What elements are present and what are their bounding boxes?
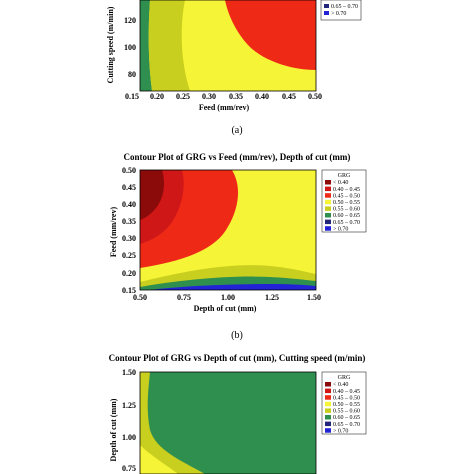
y-tick-b-0.35: 0.35: [122, 217, 136, 226]
legend-swatch: [325, 186, 331, 192]
panel-c: Contour Plot of GRG vs Depth of cut (mm)…: [109, 353, 367, 474]
legend-a-swatch-2: [324, 11, 329, 15]
legend-label: 0.55 – 0.60: [333, 409, 360, 415]
chart-title-c: Contour Plot of GRG vs Depth of cut (mm)…: [109, 353, 366, 363]
x-tick-a-0.40: 0.40: [255, 92, 269, 101]
legend-label: 0.60 – 0.65: [333, 213, 360, 219]
x-tick-a-0.20: 0.20: [150, 92, 164, 101]
y-tick-c-1.00: 1.00: [122, 433, 136, 442]
legend-swatch: [325, 206, 331, 211]
legend-swatch: [325, 213, 331, 218]
legend-label: > 0.70: [333, 226, 348, 232]
y-tick-b-0.20: 0.20: [122, 269, 136, 278]
legend-label: > 0.70: [333, 428, 348, 434]
legend-box-a: [320, 0, 362, 21]
chart-title-b: Contour Plot of GRG vs Feed (mm/rev), De…: [124, 152, 351, 162]
legend-swatch: [325, 421, 331, 427]
legend-swatch: [325, 226, 331, 231]
legend-label: 0.40 – 0.45: [333, 389, 360, 395]
legend-label: 0.50 – 0.55: [333, 402, 360, 408]
legend-label: 0.65 – 0.70: [333, 422, 360, 428]
y-axis-label-c: Depth of cut (mm): [109, 398, 118, 461]
x-tick-a-0.25: 0.25: [176, 92, 190, 101]
legend-label: 0.65 – 0.70: [333, 220, 360, 226]
x-axis-label-b: Depth of cut (mm): [194, 304, 257, 313]
legend-a-label-2: > 0.70: [331, 11, 346, 17]
legend-b: GRG < 0.400.40 – 0.450.45 – 0.500.50 – 0…: [321, 169, 367, 232]
y-tick-a-120: 120: [124, 16, 136, 25]
contour-area-c: [140, 372, 316, 474]
x-tick-b-1.00: 1.00: [221, 293, 235, 302]
x-tick-a-0.45: 0.45: [282, 92, 296, 101]
legend-swatch: [325, 415, 331, 420]
x-tick-a-0.50: 0.50: [308, 92, 322, 101]
contour-area-a: [140, 0, 316, 91]
caption-a: (a): [231, 125, 242, 136]
legend-swatch: [325, 388, 331, 394]
legend-label: < 0.40: [333, 382, 348, 388]
legend-label: 0.45 – 0.50: [333, 395, 360, 401]
contour-area-b: [140, 170, 316, 290]
plot-frame-c: [139, 371, 317, 474]
region-a-olive: [148, 0, 190, 91]
y-tick-c-0.75: 0.75: [122, 464, 136, 473]
region-a-green: [140, 0, 152, 91]
region-b-lt040: [140, 170, 164, 220]
caption-b: (b): [231, 330, 243, 341]
legend-label: 0.55 – 0.60: [333, 207, 360, 213]
legend-label: < 0.40: [333, 180, 348, 186]
y-tick-b-0.30: 0.30: [122, 234, 136, 243]
legend-label: 0.50 – 0.55: [333, 200, 360, 206]
x-tick-b-1.25: 1.25: [265, 293, 279, 302]
legend-swatch: [325, 401, 331, 407]
x-tick-b-0.75: 0.75: [177, 293, 191, 302]
legend-swatch: [325, 193, 331, 198]
plot-frame-b: [139, 169, 317, 291]
x-tick-b-0.50: 0.50: [133, 293, 147, 302]
x-tick-b-1.50: 1.50: [307, 293, 321, 302]
y-tick-c-1.50: 1.50: [122, 368, 136, 377]
region-b-blue: [150, 284, 316, 290]
legend-title-b: GRG: [338, 173, 351, 179]
legend-label: 0.60 – 0.65: [333, 415, 360, 421]
panel-b: Contour Plot of GRG vs Feed (mm/rev), De…: [109, 152, 367, 341]
y-tick-a-80: 80: [128, 70, 136, 79]
region-a-red: [225, 0, 316, 70]
panel-a: 0.65 – 0.70 > 0.70 120 100 80 Cutting sp…: [106, 0, 362, 136]
plot-frame-a: [139, 0, 317, 92]
y-tick-b-0.45: 0.45: [122, 183, 136, 192]
legend-title-c: GRG: [338, 375, 351, 381]
y-tick-b-0.50: 0.50: [122, 166, 136, 175]
legend-swatch: [325, 408, 331, 413]
legend-label: 0.45 – 0.50: [333, 193, 360, 199]
x-tick-a-0.15: 0.15: [125, 92, 139, 101]
legend-a-label-1: 0.65 – 0.70: [331, 4, 358, 10]
legend-c: GRG < 0.400.40 – 0.450.45 – 0.500.50 – 0…: [321, 371, 367, 434]
y-tick-a-100: 100: [124, 43, 136, 52]
x-axis-label-a: Feed (mm/rev): [199, 103, 250, 112]
legend-label: 0.40 – 0.45: [333, 187, 360, 193]
legend-swatch: [325, 219, 331, 225]
legend-swatch: [325, 199, 331, 205]
legend-swatch: [325, 180, 331, 185]
region-c-olive: [140, 372, 205, 474]
y-tick-b-0.25: 0.25: [122, 251, 136, 260]
y-tick-b-0.40: 0.40: [122, 200, 136, 209]
y-tick-c-1.25: 1.25: [122, 401, 136, 410]
legend-swatch: [325, 382, 331, 387]
x-tick-a-0.35: 0.35: [229, 92, 243, 101]
y-axis-label-b: Feed (mm/rev): [109, 207, 118, 258]
legend-a-swatch-1: [324, 4, 329, 8]
legend-swatch: [325, 395, 331, 400]
region-c-yellow: [140, 445, 178, 474]
x-tick-a-0.30: 0.30: [202, 92, 216, 101]
y-tick-b-0.15: 0.15: [122, 286, 136, 295]
y-axis-label-a: Cutting speed (m/min): [106, 6, 115, 83]
legend-swatch: [325, 428, 331, 433]
